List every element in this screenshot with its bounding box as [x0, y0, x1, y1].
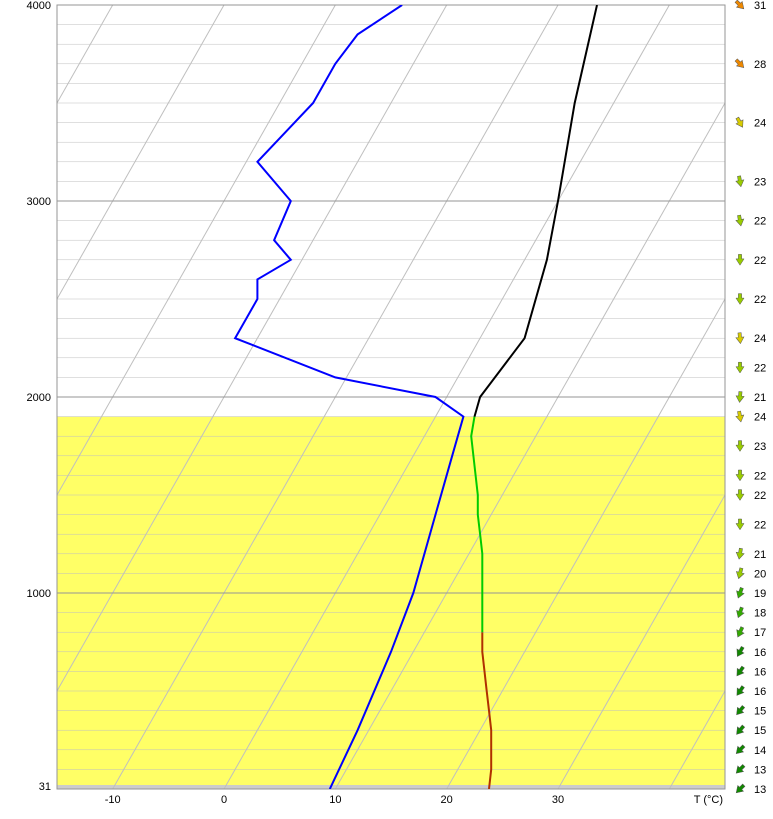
y-tick-label: 3000 — [27, 196, 51, 208]
wind-speed-label: 18 — [754, 608, 766, 620]
wind-speed-label: 22 — [754, 216, 766, 228]
sounding-chart: 1000 2000 3000 4000 31 -10 0 10 20 30 T (°C) 31 28 24… — [0, 0, 773, 819]
wind-speed-label: 13 — [754, 764, 766, 776]
wind-speed-label: 17 — [754, 627, 766, 639]
wind-speed-label: 24 — [754, 118, 766, 130]
y-tick-label: 4000 — [27, 0, 51, 12]
wind-speed-label: 15 — [754, 706, 766, 718]
surface-altitude-label: 31 — [39, 781, 51, 793]
surface-band — [57, 785, 725, 789]
x-tick-label: 0 — [221, 794, 227, 806]
wind-speed-label: 13 — [754, 784, 766, 796]
x-axis-title: T (°C) — [694, 794, 723, 806]
wind-speed-label: 24 — [754, 412, 766, 424]
wind-speed-label: 23 — [754, 441, 766, 453]
wind-speed-label: 22 — [754, 519, 766, 531]
wind-speed-label: 21 — [754, 392, 766, 404]
wind-speed-label: 15 — [754, 725, 766, 737]
wind-speed-label: 22 — [754, 490, 766, 502]
y-tick-label: 1000 — [27, 588, 51, 600]
wind-speed-label: 24 — [754, 333, 766, 345]
wind-speed-label: 23 — [754, 176, 766, 188]
x-tick-label: 30 — [552, 794, 564, 806]
thermal-layer-region — [57, 417, 725, 789]
wind-speed-label: 21 — [754, 549, 766, 561]
wind-speed-label: 16 — [754, 647, 766, 659]
wind-speed-label: 31 — [754, 0, 766, 12]
wind-speed-label: 20 — [754, 568, 766, 580]
y-tick-label: 2000 — [27, 392, 51, 404]
x-tick-label: -10 — [105, 794, 121, 806]
wind-speed-label: 22 — [754, 470, 766, 482]
wind-speed-label: 14 — [754, 745, 766, 757]
x-tick-label: 20 — [441, 794, 453, 806]
wind-speed-label: 19 — [754, 588, 766, 600]
x-tick-label: 10 — [329, 794, 341, 806]
wind-speed-label: 22 — [754, 363, 766, 375]
wind-speed-label: 16 — [754, 666, 766, 678]
wind-speed-label: 16 — [754, 686, 766, 698]
wind-speed-label: 22 — [754, 255, 766, 267]
chart-canvas: 1000 2000 3000 4000 31 -10 0 10 20 30 T (°C) 31 28 24… — [0, 0, 773, 819]
wind-speed-label: 22 — [754, 294, 766, 306]
wind-speed-label: 28 — [754, 59, 766, 71]
